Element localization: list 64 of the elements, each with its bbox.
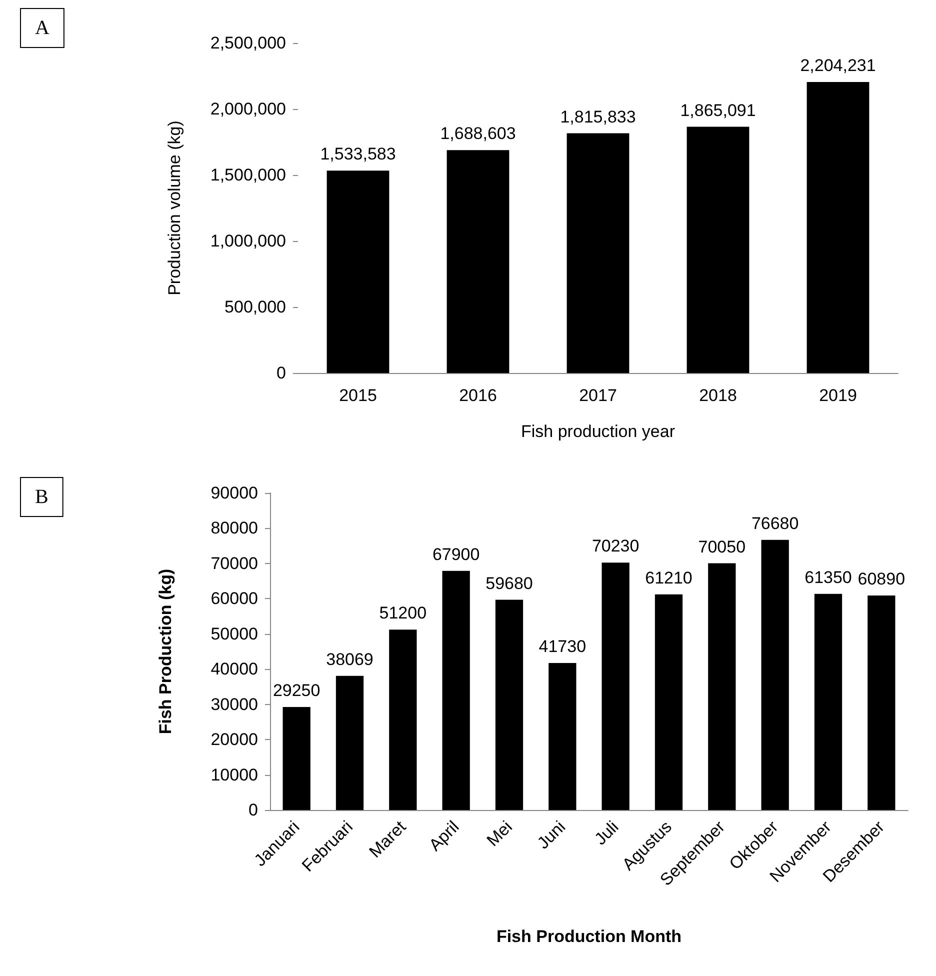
x-tick-label: 2018 <box>699 386 737 405</box>
bar <box>282 706 310 810</box>
y-tick-label: 10000 <box>210 765 258 784</box>
y-tick-label: 60000 <box>210 589 258 608</box>
y-tick-label: 40000 <box>210 660 258 679</box>
text: B <box>35 486 48 508</box>
data-label: 70050 <box>698 537 746 556</box>
x-tick-label: Juli <box>590 817 622 849</box>
bar <box>442 570 470 810</box>
y-tick-label: 20000 <box>210 730 258 750</box>
bar <box>336 676 364 810</box>
x-axis-title: Fish production year <box>520 422 676 441</box>
y-tick-label: 500,000 <box>224 298 286 316</box>
x-tick-label: 2016 <box>459 386 497 405</box>
bar <box>806 82 870 373</box>
bar <box>708 563 736 810</box>
x-tick-label: 2019 <box>819 386 857 405</box>
y-tick-label: 0 <box>276 364 286 382</box>
bar <box>686 126 750 373</box>
y-tick-label: 2,500,000 <box>210 34 286 52</box>
bar <box>602 562 630 810</box>
data-label: 60890 <box>858 570 906 589</box>
y-tick-label: 30000 <box>210 694 258 714</box>
data-label: 76680 <box>751 514 799 533</box>
text: A <box>35 17 50 39</box>
data-label: 61210 <box>645 568 692 588</box>
data-label: 41730 <box>538 637 586 656</box>
y-axis-title: Fish Production (kg) <box>156 568 175 734</box>
data-label: 2,204,231 <box>800 56 876 76</box>
data-label: 59680 <box>486 574 533 593</box>
bar <box>326 170 390 373</box>
data-label: 51200 <box>379 604 427 623</box>
bar <box>566 133 630 373</box>
bar <box>389 630 417 810</box>
bar <box>495 600 524 810</box>
y-tick-label: 2,000,000 <box>210 100 286 118</box>
data-label: 61350 <box>804 568 852 587</box>
x-tick-label: 2017 <box>579 386 617 405</box>
x-tick-label: Mei <box>483 817 516 850</box>
x-tick-label: 2015 <box>339 386 377 405</box>
data-label: 70230 <box>592 536 640 556</box>
y-tick-label: 70000 <box>210 554 258 573</box>
data-label: 1,815,833 <box>560 107 636 126</box>
x-axis-title: Fish Production Month <box>496 927 682 946</box>
y-tick-label: 1,500,000 <box>210 166 286 184</box>
bar <box>654 594 683 810</box>
x-tick-label: Juni <box>534 817 570 853</box>
bar <box>548 663 576 810</box>
bar <box>868 596 896 810</box>
bar <box>761 540 789 810</box>
data-label: 1,688,603 <box>440 124 516 144</box>
y-tick-label: 80000 <box>210 518 258 538</box>
y-tick-label: 90000 <box>210 484 258 502</box>
data-label: 29250 <box>272 680 320 700</box>
data-label: 1,533,583 <box>320 144 396 164</box>
data-label: 1,865,091 <box>680 100 756 120</box>
y-tick-label: 1,000,000 <box>210 232 286 250</box>
y-tick-label: 50000 <box>210 624 258 644</box>
data-label: 67900 <box>432 544 480 564</box>
bar <box>446 150 510 373</box>
data-label: 38069 <box>326 650 374 669</box>
bar <box>814 594 842 810</box>
y-tick-label: 0 <box>248 800 258 820</box>
y-axis-title: Production volume (kg) <box>165 120 184 296</box>
